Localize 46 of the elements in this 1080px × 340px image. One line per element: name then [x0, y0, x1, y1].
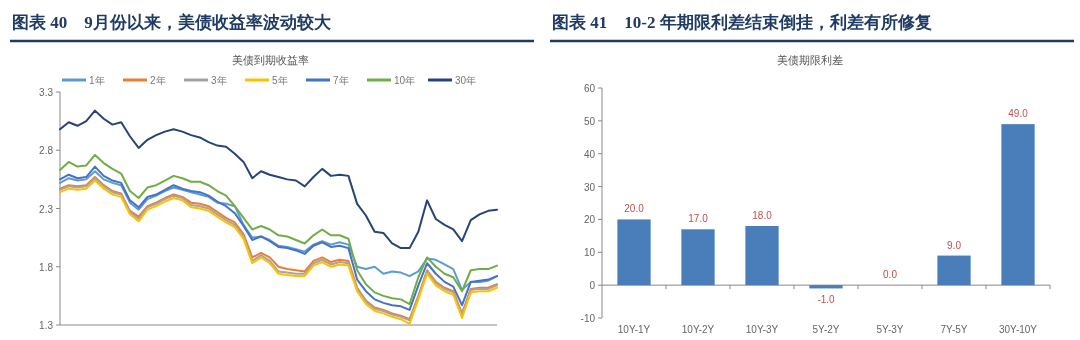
y-tick-label: -10	[580, 313, 596, 324]
bar	[617, 219, 651, 286]
y-tick-label: 0	[589, 280, 596, 292]
x-tick-label: 10Y-2Y	[681, 324, 715, 335]
y-tick-label: 20	[583, 214, 596, 226]
bar	[681, 229, 715, 286]
x-tick-label: 30Y-10Y	[999, 324, 1038, 335]
legend-label: 7年	[333, 75, 349, 86]
data-label: -1.0	[817, 294, 836, 306]
y-tick-label: 2.8	[39, 145, 54, 157]
y-tick-label: 10	[583, 247, 596, 259]
chart-subtitle: 美债期限利差	[777, 54, 843, 66]
y-tick-label: 1.8	[39, 261, 54, 273]
y-tick-label: 2.3	[39, 203, 54, 215]
x-tick-label: 10Y-1Y	[617, 324, 651, 335]
x-tick-label: 7Y-5Y	[940, 324, 968, 335]
bar	[937, 255, 971, 286]
line-series	[59, 170, 498, 292]
legend-label: 10年	[394, 75, 416, 86]
x-tick-label: 5Y-3Y	[876, 324, 904, 335]
x-tick-label: 5Y-2Y	[812, 324, 840, 335]
y-tick-label: 3.3	[39, 87, 54, 98]
bar	[745, 226, 779, 286]
data-label: 49.0	[1008, 108, 1029, 120]
chart-title: 图表 41 10-2 年期限利差结束倒挂，利差有所修复	[552, 13, 932, 32]
legend-label: 2年	[150, 75, 166, 86]
y-tick-label: 30	[583, 181, 596, 193]
bar	[809, 285, 843, 289]
chart-subtitle: 美债到期收益率	[231, 54, 309, 66]
legend-label: 3年	[211, 75, 227, 86]
bar	[1001, 124, 1035, 286]
legend-label: 30年	[455, 75, 477, 86]
data-label: 9.0	[947, 239, 962, 251]
legend-label: 1年	[89, 75, 105, 86]
data-label: 17.0	[688, 213, 709, 225]
chart-title: 图表 40 9月份以来，美债收益率波动较大	[12, 13, 332, 32]
data-label: 18.0	[752, 210, 773, 221]
y-tick-label: 50	[583, 115, 596, 127]
y-tick-label: 60	[583, 83, 596, 94]
legend-label: 5年	[272, 75, 288, 86]
x-tick-label: 10Y-3Y	[745, 324, 779, 335]
data-label: 0.0	[883, 269, 898, 281]
y-tick-label: 1.3	[39, 320, 54, 331]
y-tick-label: 40	[583, 148, 596, 160]
data-label: 20.0	[624, 203, 645, 215]
line-series	[59, 109, 498, 250]
